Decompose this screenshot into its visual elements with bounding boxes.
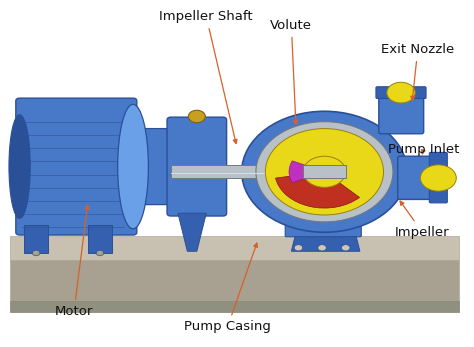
- Polygon shape: [178, 213, 206, 251]
- Polygon shape: [10, 236, 459, 260]
- Circle shape: [242, 111, 407, 232]
- Circle shape: [420, 165, 456, 191]
- FancyBboxPatch shape: [379, 92, 424, 134]
- Text: Volute: Volute: [270, 19, 312, 124]
- Circle shape: [294, 245, 303, 251]
- Text: Pump Inlet: Pump Inlet: [388, 143, 459, 156]
- FancyBboxPatch shape: [131, 129, 173, 205]
- FancyBboxPatch shape: [16, 98, 137, 235]
- Text: Motor: Motor: [55, 205, 93, 318]
- FancyBboxPatch shape: [171, 164, 303, 178]
- Wedge shape: [289, 161, 324, 183]
- Circle shape: [32, 250, 40, 256]
- FancyBboxPatch shape: [167, 117, 227, 216]
- FancyBboxPatch shape: [285, 215, 361, 237]
- FancyBboxPatch shape: [429, 152, 447, 203]
- Ellipse shape: [118, 104, 148, 229]
- FancyBboxPatch shape: [88, 225, 112, 253]
- Ellipse shape: [9, 115, 30, 218]
- Polygon shape: [10, 302, 459, 312]
- FancyBboxPatch shape: [376, 87, 426, 99]
- Circle shape: [188, 110, 205, 123]
- Text: Impeller: Impeller: [395, 201, 450, 239]
- Wedge shape: [275, 172, 359, 208]
- FancyBboxPatch shape: [398, 156, 441, 200]
- Circle shape: [341, 245, 350, 251]
- Circle shape: [265, 129, 383, 215]
- FancyBboxPatch shape: [24, 225, 48, 253]
- Text: Pump Casing: Pump Casing: [184, 243, 271, 333]
- Polygon shape: [10, 260, 459, 302]
- Text: Exit Nozzle: Exit Nozzle: [381, 43, 455, 100]
- Circle shape: [318, 245, 326, 251]
- Polygon shape: [292, 232, 360, 251]
- Text: Impeller Shaft: Impeller Shaft: [159, 10, 253, 144]
- FancyBboxPatch shape: [303, 164, 346, 178]
- Circle shape: [96, 250, 104, 256]
- Circle shape: [303, 156, 346, 187]
- Circle shape: [387, 82, 415, 103]
- Circle shape: [256, 122, 393, 222]
